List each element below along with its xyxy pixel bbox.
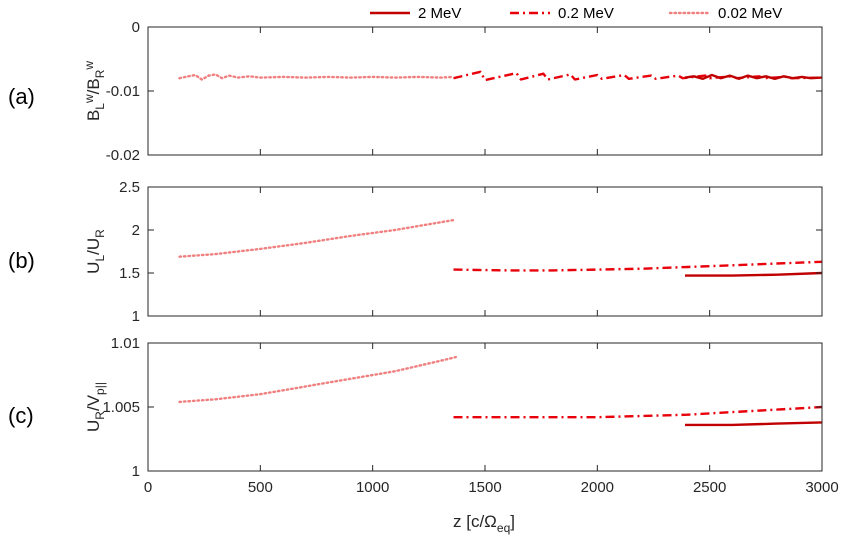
x-tick-label: 3000 bbox=[805, 479, 838, 496]
y-tick-label: 0 bbox=[132, 19, 140, 36]
panel-label: (b) bbox=[8, 248, 35, 273]
x-tick-label: 2000 bbox=[581, 479, 614, 496]
y-tick-label: 2 bbox=[132, 222, 140, 239]
y-axis-label: UL/UR bbox=[84, 229, 107, 274]
x-tick-label: 500 bbox=[248, 479, 273, 496]
panels: -0.02 -0.01 0 BLw/BRw (a) 1 1.5 2 2.5 UL/UR (b) 1 1.… bbox=[8, 19, 839, 496]
legend-label: 2 MeV bbox=[418, 5, 461, 22]
y-tick-label: 1 bbox=[132, 308, 140, 325]
axes-box bbox=[147, 26, 823, 156]
x-tick-label: 1000 bbox=[356, 479, 389, 496]
y-axis-label: UR/Vp|| bbox=[84, 382, 107, 432]
panel-c: 1 1.005 1.01 0 500 1000 1500 2000 2500 3000 UR/Vp|… bbox=[8, 335, 839, 496]
y-axis-label: BLw/BRw bbox=[82, 61, 107, 121]
axes-box bbox=[147, 186, 823, 317]
y-tick-label: 1.005 bbox=[102, 399, 140, 416]
series-line-dashdot bbox=[453, 405, 822, 419]
y-tick-label: 1.5 bbox=[119, 265, 140, 282]
y-tick-label: 2.5 bbox=[119, 179, 140, 196]
panel-label: (c) bbox=[8, 403, 34, 428]
legend-entry: 0.2 MeV bbox=[510, 5, 614, 22]
x-axis-label: z [c/Ωeq] bbox=[453, 512, 515, 535]
y-tick-label: 1.01 bbox=[111, 335, 140, 352]
x-tick-label: 0 bbox=[144, 479, 152, 496]
series-line-dotted bbox=[178, 355, 457, 404]
y-tick-label: -0.01 bbox=[106, 83, 140, 100]
series-line-solid bbox=[685, 421, 822, 427]
legend-label: 0.02 MeV bbox=[718, 5, 782, 22]
panel-b: 1 1.5 2 2.5 UL/UR (b) bbox=[8, 179, 823, 325]
y-tick-label: -0.02 bbox=[106, 147, 140, 164]
legend-entry: 0.02 MeV bbox=[668, 5, 782, 22]
series-line-dashdot bbox=[453, 260, 822, 272]
series-line-dotted bbox=[178, 218, 457, 258]
y-tick-label: 1 bbox=[132, 463, 140, 480]
legend-entry: 2 MeV bbox=[370, 5, 461, 22]
series-line-dotted bbox=[178, 73, 455, 81]
legend: 2 MeV 0.2 MeV 0.02 MeV bbox=[370, 5, 782, 22]
legend-label: 0.2 MeV bbox=[558, 5, 614, 22]
panel-label: (a) bbox=[8, 84, 35, 109]
x-tick-label: 2500 bbox=[693, 479, 726, 496]
series-line-solid bbox=[685, 271, 822, 277]
series-line-solid bbox=[684, 73, 822, 81]
axes-box bbox=[147, 342, 823, 472]
panel-a: -0.02 -0.01 0 BLw/BRw (a) bbox=[8, 19, 823, 164]
x-tick-label: 1500 bbox=[468, 479, 501, 496]
